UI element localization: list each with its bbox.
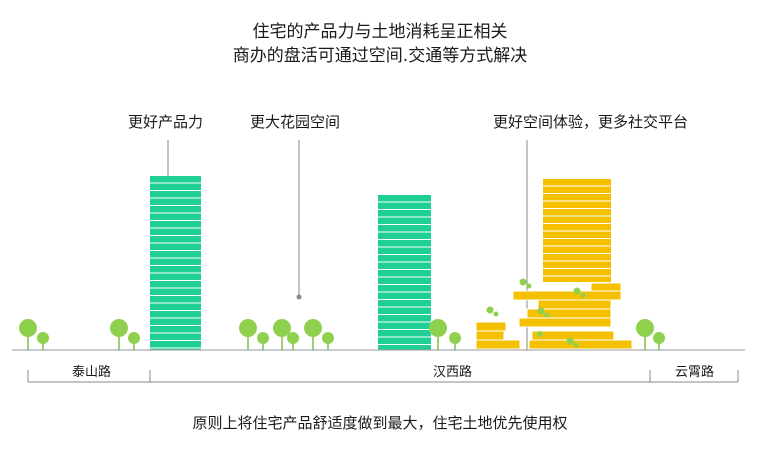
footer-note: 原则上将住宅产品舒适度做到最大，住宅土地优先使用权: [192, 414, 568, 432]
commercial-slab: [531, 330, 615, 341]
terrace-plant: [573, 342, 579, 348]
tree-crown: [429, 319, 447, 337]
tree-crown: [128, 332, 140, 344]
road-label-hanxi: 汉西路: [433, 365, 473, 380]
tree-crown: [304, 319, 322, 337]
commercial-slab: [475, 330, 505, 341]
tree-crown: [449, 332, 461, 344]
commercial-slab: [518, 317, 612, 328]
commercial-slab: [590, 282, 622, 292]
tree-crown: [110, 319, 128, 337]
commercial-slab: [475, 339, 521, 350]
tree-crown: [287, 332, 299, 344]
commercial-complex: [475, 179, 633, 350]
residential-tower-2: [378, 195, 431, 350]
tree-crown: [636, 319, 654, 337]
commercial-slab: [475, 321, 507, 332]
tree-crown: [239, 319, 257, 337]
tree-crown: [19, 319, 37, 337]
terrace-plant: [566, 337, 574, 345]
diagram-title-line1: 住宅的产品力与土地消耗呈正相关: [252, 22, 508, 42]
label-product: 更好产品力: [128, 113, 204, 131]
tree-crown: [37, 332, 49, 344]
terrace-plant: [519, 278, 527, 286]
tree-crown: [273, 319, 291, 337]
terrace-plant: [486, 306, 494, 314]
label-garden: 更大花园空间: [250, 113, 341, 131]
tree-crown: [322, 332, 334, 344]
tree-crown: [653, 332, 665, 344]
terrace-plant: [537, 331, 543, 337]
commercial-slab: [528, 339, 633, 350]
terrace-plant: [580, 292, 586, 298]
terrace-plant: [493, 311, 499, 317]
label-social: 更好空间体验，更多社交平台: [493, 113, 689, 131]
trees: [19, 319, 665, 350]
residential-tower-1: [150, 176, 201, 350]
road-label-yunxiao: 云霄路: [675, 365, 715, 380]
tree-crown: [257, 332, 269, 344]
terrace-plant: [573, 287, 581, 295]
road-bracket: [27, 370, 739, 383]
terrace-plant: [537, 307, 545, 315]
commercial-slab: [512, 290, 622, 301]
diagram-title-line2: 商办的盘活可通过空间.交通等方式解决: [232, 46, 528, 66]
road-label-taishan: 泰山路: [72, 365, 112, 380]
commercial-slab: [537, 299, 612, 310]
tower-body: [378, 195, 431, 350]
leader-dot-garden: [296, 294, 302, 300]
terrace-plant: [544, 312, 550, 318]
terrace-plant: [526, 283, 532, 289]
tower-body: [150, 176, 201, 350]
